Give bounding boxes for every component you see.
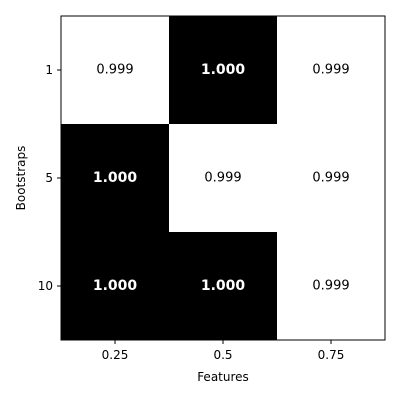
- cell-value-label-r1-c3: 0.999: [312, 63, 349, 78]
- cell-value-label-r3-c3: 0.999: [312, 279, 349, 294]
- y-tick-label-1: 1: [45, 63, 53, 77]
- x-tick-label-1: 0.25: [102, 348, 129, 362]
- x-tick-label-2: 0.5: [213, 348, 232, 362]
- y-tick-label-3: 10: [38, 279, 53, 293]
- heatmap-cell-r3-c2: [169, 232, 277, 340]
- y-axis-title: Bootstraps: [14, 146, 28, 211]
- x-axis-ticks: 0.25 0.5 0.75: [102, 340, 345, 362]
- heatmap-cells: [61, 16, 385, 340]
- cell-value-label-r2-c1: 1.000: [93, 170, 138, 186]
- cell-value-label-r2-c2: 0.999: [204, 171, 241, 186]
- heatmap-cell-r3-c3: [277, 232, 385, 340]
- heatmap-cell-r2-c3: [277, 124, 385, 232]
- cell-value-label-r1-c1: 0.999: [96, 63, 133, 78]
- cell-value-label-r3-c2: 1.000: [201, 278, 246, 294]
- heatmap-cell-labels: 0.999 1.000 0.999 1.000 0.999 0.999 1.000 1.000…: [93, 62, 350, 294]
- heatmap-cell-r1-c1: [61, 16, 169, 124]
- y-tick-label-2: 5: [45, 171, 53, 185]
- cell-value-label-r2-c3: 0.999: [312, 171, 349, 186]
- heatmap-cell-r2-c1: [61, 124, 169, 232]
- cell-value-label-r3-c1: 1.000: [93, 278, 138, 294]
- heatmap-cell-r3-c1: [61, 232, 169, 340]
- heatmap-cell-r1-c2: [169, 16, 277, 124]
- heatmap-cell-r1-c3: [277, 16, 385, 124]
- x-axis-title: Features: [197, 370, 249, 384]
- cell-value-label-r1-c2: 1.000: [201, 62, 246, 78]
- heatmap-cell-r2-c2: [169, 124, 277, 232]
- x-tick-label-3: 0.75: [318, 348, 345, 362]
